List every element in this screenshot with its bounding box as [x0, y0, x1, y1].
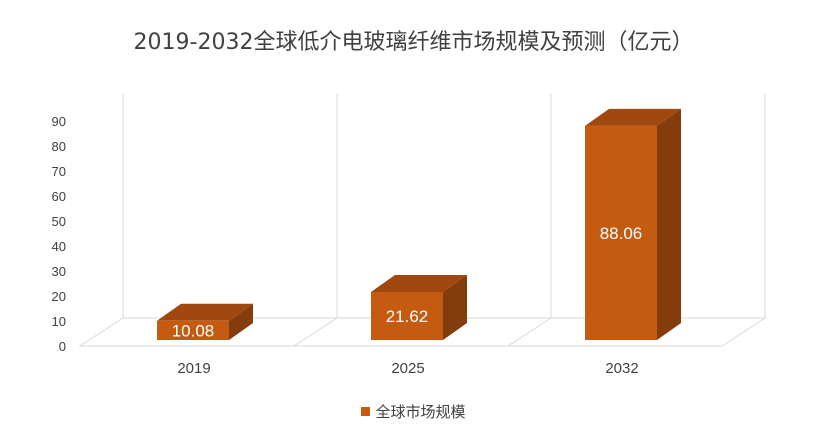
- y-tick-label: 40: [52, 239, 66, 254]
- bar: 88.06: [585, 108, 681, 340]
- x-axis: 2019 2025 2032: [177, 360, 638, 377]
- y-tick-label: 10: [52, 314, 66, 329]
- data-label: 88.06: [600, 224, 643, 243]
- x-tick-label: 2025: [391, 360, 424, 377]
- bar-front: [585, 125, 657, 340]
- bar-front: [157, 320, 229, 340]
- chart-title: 2019-2032全球低介电玻璃纤维市场规模及预测（亿元）: [133, 30, 694, 55]
- bar-top: [157, 303, 253, 321]
- legend-swatch: [361, 407, 371, 416]
- y-tick-label: 70: [52, 164, 66, 179]
- floor-gridline: [507, 317, 552, 347]
- y-tick-label: 30: [52, 264, 66, 279]
- bar: 10.08: [157, 303, 253, 340]
- bar-top: [585, 108, 681, 126]
- floor-gridline: [293, 317, 338, 347]
- bars: 10.08 21.62 88.06: [157, 108, 681, 340]
- legend: 全球市场规模: [0, 401, 827, 422]
- bar-side: [443, 274, 467, 340]
- bar-side: [657, 108, 681, 340]
- y-tick-label: 20: [52, 289, 66, 304]
- bar-side: [229, 303, 253, 340]
- y-tick-label: 80: [52, 139, 66, 154]
- y-tick-label: 60: [52, 189, 66, 204]
- y-tick-label: 90: [52, 114, 66, 129]
- y-axis: 0 10 20 30 40 50 60 70 80 90: [52, 114, 66, 354]
- data-label: 10.08: [172, 321, 215, 340]
- bar: 21.62: [371, 274, 467, 340]
- bar-front: [371, 291, 443, 340]
- legend-label: 全球市场规模: [375, 403, 466, 421]
- bar-top: [371, 274, 467, 292]
- y-tick-label: 0: [59, 339, 66, 354]
- x-tick-label: 2019: [177, 360, 210, 377]
- y-tick-label: 50: [52, 214, 66, 229]
- x-tick-label: 2032: [605, 360, 638, 377]
- data-label: 21.62: [386, 307, 429, 326]
